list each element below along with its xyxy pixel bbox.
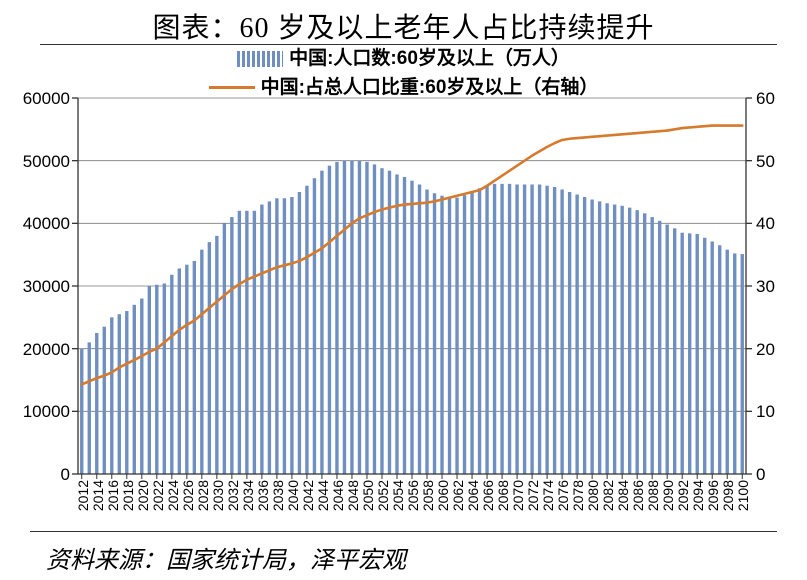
x-label: 2060 — [435, 480, 449, 511]
x-label: 2052 — [375, 480, 389, 511]
y-right-label: 50 — [756, 152, 775, 172]
x-label: 2084 — [615, 480, 629, 511]
y-right-label: 20 — [756, 340, 775, 360]
x-label: 2028 — [195, 480, 209, 511]
bars-legend-swatch — [237, 51, 283, 67]
x-label: 2090 — [660, 480, 674, 511]
x-label: 2086 — [630, 480, 644, 511]
legend: 中国:人口数:60岁及以上（万人） 中国:占总人口比重:60岁及以上（右轴） — [0, 48, 807, 99]
x-label: 2020 — [135, 480, 149, 511]
y-left-label: 40000 — [23, 214, 70, 234]
x-label: 2050 — [360, 480, 374, 511]
x-label: 2088 — [645, 480, 659, 511]
y-left-label: 20000 — [23, 340, 70, 360]
x-label: 2026 — [180, 480, 194, 511]
line-legend-label: 中国:占总人口比重:60岁及以上（右轴） — [261, 77, 599, 99]
x-label: 2064 — [465, 480, 479, 511]
x-label: 2048 — [345, 480, 359, 511]
x-label: 2080 — [585, 480, 599, 511]
x-label: 2022 — [150, 480, 164, 511]
x-label: 2076 — [555, 480, 569, 511]
x-label: 2094 — [690, 480, 704, 511]
y-right-label: 10 — [756, 402, 775, 422]
x-label: 2030 — [210, 480, 224, 511]
title-rule — [40, 44, 777, 45]
x-label: 2018 — [120, 480, 134, 511]
x-label: 2070 — [510, 480, 524, 511]
chart-title: 图表：60 岁及以上老年人占比持续提升 — [0, 6, 807, 46]
x-label: 2072 — [525, 480, 539, 511]
x-label: 2040 — [285, 480, 299, 511]
x-label: 2036 — [255, 480, 269, 511]
x-label: 2100 — [735, 480, 749, 511]
x-label: 2054 — [390, 480, 404, 511]
y-left-label: 30000 — [23, 277, 70, 297]
source-label: 资料来源：国家统计局，泽平宏观 — [46, 540, 406, 575]
x-label: 2024 — [165, 480, 179, 511]
x-label: 2056 — [405, 480, 419, 511]
y-left-label: 60000 — [23, 89, 70, 109]
x-label: 2014 — [90, 480, 104, 511]
x-label: 2016 — [105, 480, 119, 511]
y-left-label: 10000 — [23, 402, 70, 422]
x-label: 2034 — [240, 480, 254, 511]
x-label: 2096 — [705, 480, 719, 511]
x-label: 2012 — [75, 480, 89, 511]
x-label: 2062 — [450, 480, 464, 511]
line-legend-swatch — [209, 86, 255, 89]
chart-plot — [78, 98, 746, 474]
bars-legend-label: 中国:人口数:60岁及以上（万人） — [289, 48, 570, 70]
x-label: 2068 — [495, 480, 509, 511]
x-label: 2098 — [720, 480, 734, 511]
x-label: 2044 — [315, 480, 329, 511]
x-label: 2058 — [420, 480, 434, 511]
y-right-label: 30 — [756, 277, 775, 297]
chart-svg — [78, 98, 746, 474]
y-right-label: 60 — [756, 89, 775, 109]
x-label: 2074 — [540, 480, 554, 511]
x-label: 2078 — [570, 480, 584, 511]
x-label: 2042 — [300, 480, 314, 511]
footer-rule — [30, 531, 777, 532]
x-label: 2092 — [675, 480, 689, 511]
y-left-label: 0 — [61, 465, 70, 485]
x-label: 2082 — [600, 480, 614, 511]
y-right-label: 0 — [756, 465, 765, 485]
y-left-label: 50000 — [23, 152, 70, 172]
y-right-label: 40 — [756, 214, 775, 234]
x-label: 2066 — [480, 480, 494, 511]
x-label: 2038 — [270, 480, 284, 511]
x-label: 2046 — [330, 480, 344, 511]
x-label: 2032 — [225, 480, 239, 511]
